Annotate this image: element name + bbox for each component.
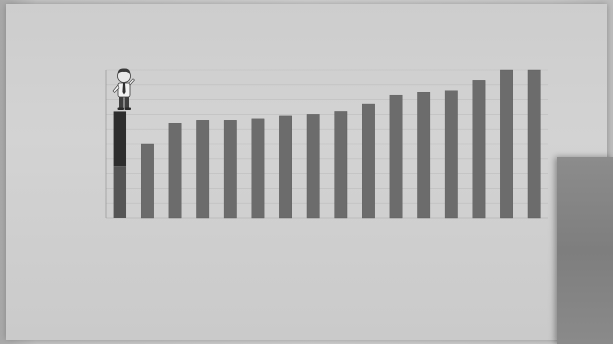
bar bbox=[389, 94, 403, 219]
bar bbox=[251, 118, 265, 219]
bar bbox=[417, 91, 431, 219]
bar bbox=[362, 103, 375, 219]
bar bbox=[279, 115, 292, 219]
bar bbox=[334, 111, 348, 219]
overlay-panel bbox=[557, 157, 613, 344]
businessman-figure-icon bbox=[112, 68, 135, 110]
bar bbox=[306, 114, 320, 219]
bar bbox=[527, 69, 541, 219]
bar bbox=[472, 80, 486, 219]
bar bbox=[141, 143, 154, 219]
bar bbox=[500, 69, 513, 219]
bar bbox=[223, 120, 237, 219]
bar bbox=[196, 120, 210, 219]
bar-segment-lower bbox=[113, 166, 127, 218]
chart-bars bbox=[113, 69, 541, 219]
bar-segment-upper bbox=[113, 111, 127, 167]
bar bbox=[444, 90, 458, 219]
bar bbox=[168, 123, 182, 219]
